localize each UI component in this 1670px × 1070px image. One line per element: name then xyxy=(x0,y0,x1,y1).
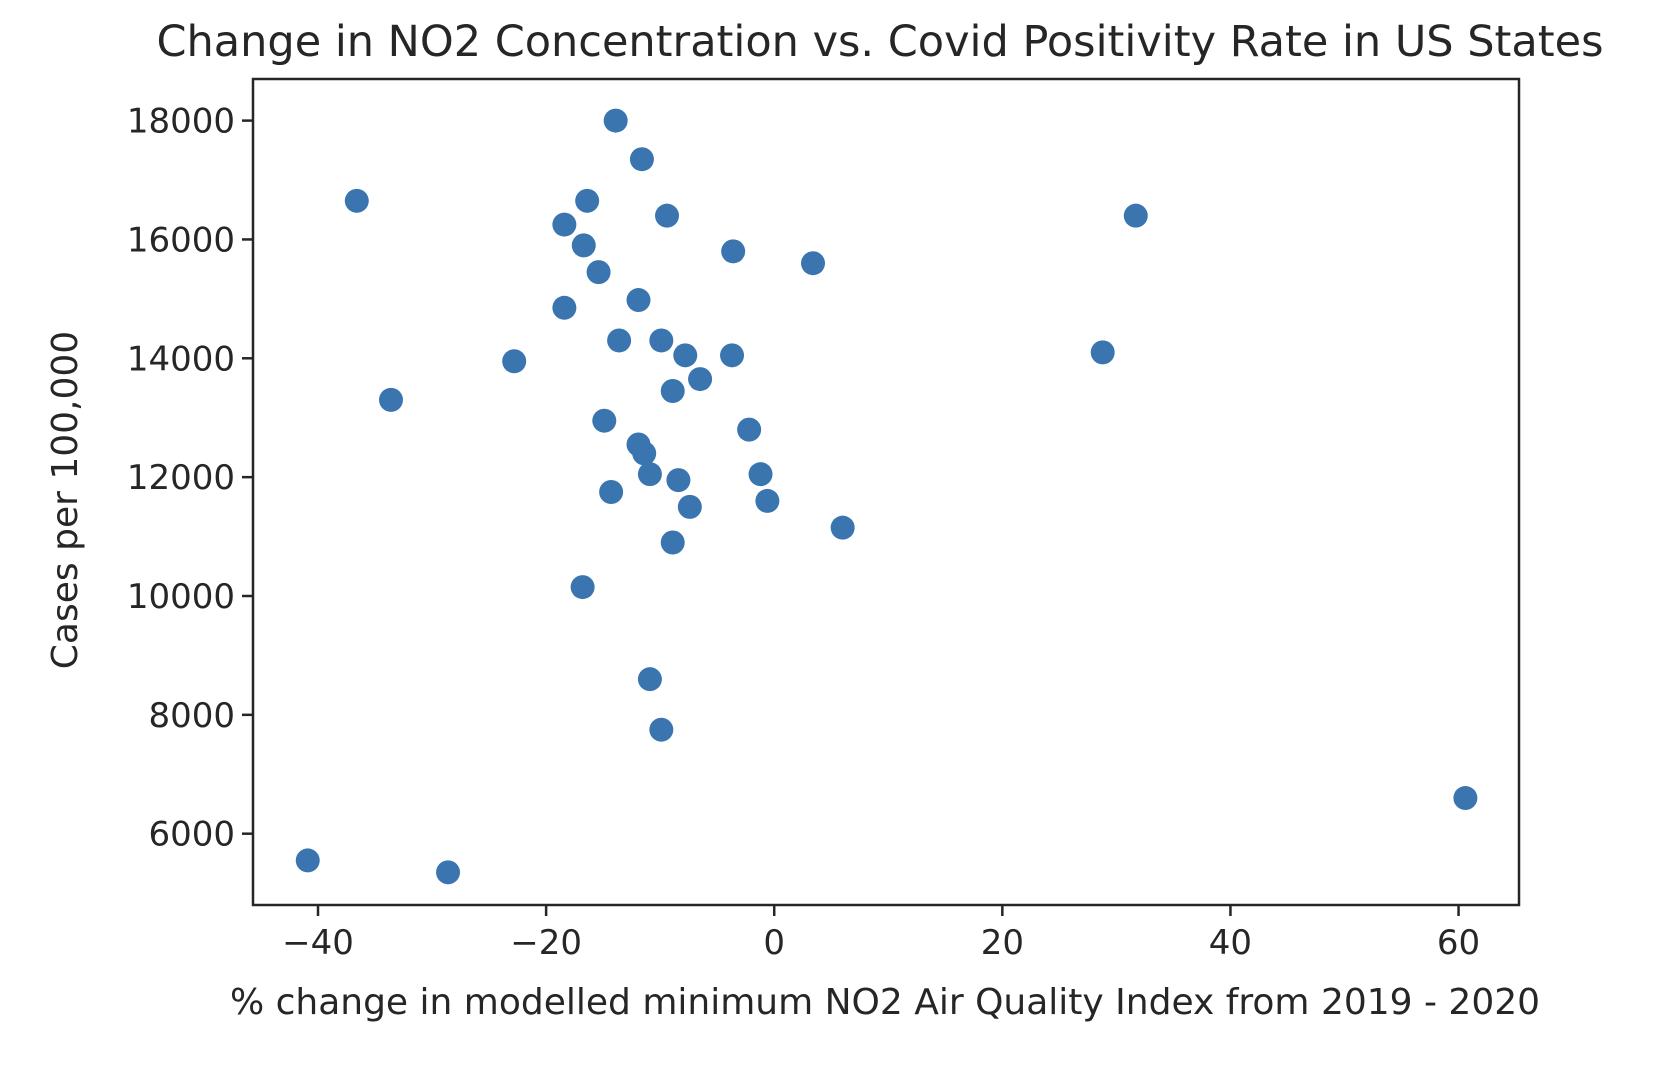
data-points xyxy=(296,109,1478,885)
data-point xyxy=(592,409,616,433)
y-axis-label: Cases per 100,000 xyxy=(45,331,86,669)
data-point xyxy=(604,109,628,133)
data-point xyxy=(552,296,576,320)
x-axis-label: % change in modelled minimum NO2 Air Qua… xyxy=(230,982,1540,1023)
data-point xyxy=(666,468,690,492)
data-point xyxy=(737,418,761,442)
y-tick-label: 10000 xyxy=(127,577,235,617)
data-point xyxy=(661,531,685,555)
data-point xyxy=(632,441,656,465)
data-point xyxy=(721,239,745,263)
chart-title: Change in NO2 Concentration vs. Covid Po… xyxy=(157,17,1604,67)
data-point xyxy=(1091,340,1115,364)
x-tick-label: −20 xyxy=(510,923,582,963)
data-point xyxy=(607,328,631,352)
data-point xyxy=(502,349,526,373)
y-tick-label: 16000 xyxy=(127,220,235,260)
x-tick-label: 0 xyxy=(763,923,785,963)
data-point xyxy=(638,462,662,486)
data-point xyxy=(296,848,320,872)
data-point xyxy=(379,388,403,412)
x-tick-label: 20 xyxy=(981,923,1024,963)
data-point xyxy=(1453,786,1477,810)
data-point xyxy=(630,147,654,171)
data-point xyxy=(1124,204,1148,228)
data-point xyxy=(755,489,779,513)
data-point xyxy=(552,213,576,237)
data-point xyxy=(673,343,697,367)
data-point xyxy=(627,288,651,312)
data-point xyxy=(572,233,596,257)
y-tick-label: 18000 xyxy=(127,102,235,142)
y-axis: 6000 8000 10000 12000 14000 16000 18000 xyxy=(127,102,253,855)
data-point xyxy=(655,204,679,228)
data-point xyxy=(649,328,673,352)
data-point xyxy=(749,462,773,486)
x-tick-label: −40 xyxy=(282,923,354,963)
data-point xyxy=(571,575,595,599)
data-point xyxy=(345,189,369,213)
data-point xyxy=(436,860,460,884)
data-point xyxy=(587,260,611,284)
x-tick-label: 40 xyxy=(1209,923,1252,963)
data-point xyxy=(720,343,744,367)
data-point xyxy=(599,480,623,504)
data-point xyxy=(649,718,673,742)
data-point xyxy=(831,516,855,540)
y-tick-label: 6000 xyxy=(148,815,235,855)
data-point xyxy=(661,379,685,403)
data-point xyxy=(801,251,825,275)
data-point xyxy=(678,495,702,519)
data-point xyxy=(575,189,599,213)
x-axis: −40 −20 0 20 40 60 xyxy=(282,905,1480,963)
plot-frame xyxy=(253,79,1519,905)
x-tick-label: 60 xyxy=(1437,923,1480,963)
data-point xyxy=(638,667,662,691)
y-tick-label: 12000 xyxy=(127,458,235,498)
data-point xyxy=(688,367,712,391)
y-tick-label: 8000 xyxy=(148,696,235,736)
y-tick-label: 14000 xyxy=(127,339,235,379)
